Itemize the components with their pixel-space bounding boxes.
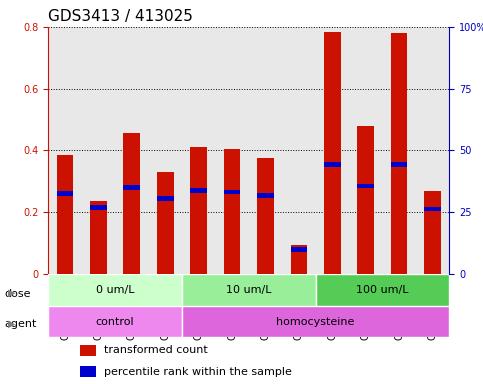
- Text: control: control: [96, 317, 134, 327]
- Text: percentile rank within the sample: percentile rank within the sample: [104, 367, 292, 377]
- Bar: [324, 31, 341, 274]
- FancyBboxPatch shape: [182, 274, 315, 306]
- Bar: [224, 149, 241, 274]
- Bar: [190, 147, 207, 274]
- Bar: [357, 184, 374, 188]
- Bar: [57, 191, 73, 196]
- Text: 0 um/L: 0 um/L: [96, 285, 134, 295]
- Text: 10 um/L: 10 um/L: [226, 285, 271, 295]
- Bar: [124, 133, 140, 274]
- Bar: [257, 158, 274, 274]
- Bar: [424, 207, 441, 212]
- FancyBboxPatch shape: [48, 306, 182, 338]
- Bar: [290, 247, 307, 252]
- FancyBboxPatch shape: [182, 306, 449, 338]
- Bar: [290, 245, 307, 274]
- Text: dose: dose: [5, 289, 31, 299]
- Bar: [90, 201, 107, 274]
- FancyBboxPatch shape: [48, 274, 182, 306]
- Text: 100 um/L: 100 um/L: [356, 285, 409, 295]
- Bar: [324, 162, 341, 167]
- FancyBboxPatch shape: [315, 274, 449, 306]
- Bar: [424, 190, 441, 274]
- Text: ▶: ▶: [8, 318, 16, 328]
- Bar: [124, 185, 140, 190]
- Bar: [391, 33, 408, 274]
- Bar: [157, 172, 173, 274]
- Bar: [57, 155, 73, 274]
- Text: homocysteine: homocysteine: [276, 317, 355, 327]
- Text: ▶: ▶: [8, 288, 16, 298]
- Bar: [157, 196, 173, 200]
- Bar: [80, 345, 97, 356]
- Bar: [391, 162, 408, 167]
- Bar: [80, 366, 97, 377]
- Text: GDS3413 / 413025: GDS3413 / 413025: [48, 9, 193, 24]
- Text: agent: agent: [5, 319, 37, 329]
- Bar: [257, 193, 274, 197]
- Bar: [190, 188, 207, 193]
- Bar: [224, 190, 241, 194]
- Text: transformed count: transformed count: [104, 345, 208, 355]
- Bar: [357, 126, 374, 274]
- Bar: [90, 205, 107, 210]
